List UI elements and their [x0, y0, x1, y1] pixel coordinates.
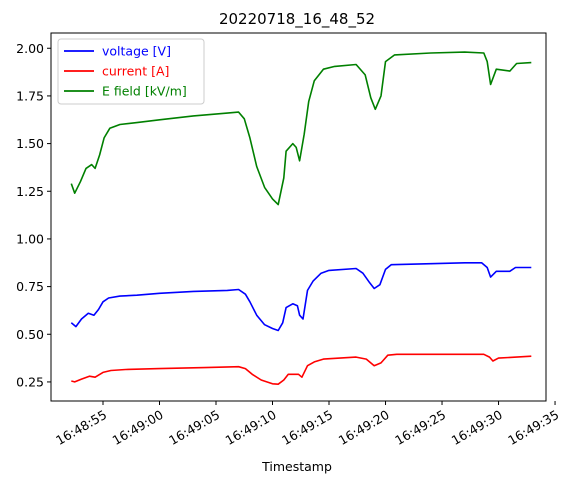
series-line-1: [71, 353, 532, 385]
x-tick-label: 16:49:05: [166, 407, 222, 448]
y-tick-label: 2.00: [16, 41, 44, 56]
y-tick-label: 1.75: [16, 88, 44, 103]
plot-series: [70, 51, 532, 385]
plot-frame: [50, 32, 547, 402]
legend-box: [57, 38, 205, 105]
axes-frame: [50, 32, 547, 402]
series-line-2: [70, 51, 532, 206]
x-tick-label: 16:49:35: [505, 407, 561, 448]
x-axis-label: Timestamp: [261, 459, 332, 474]
y-tick-label: 1.50: [16, 136, 44, 151]
x-axis: 16:48:55 16:49:00 16:49:05 16:49:10 16:49:15…: [53, 401, 561, 448]
y-tick-label: 0.25: [16, 374, 44, 389]
y-axis: 0.25 0.50 0.75 1.00 1.25 1.50 1.75 2.00: [16, 41, 51, 389]
chart-title: 20220718_16_48_52: [219, 10, 375, 29]
y-tick-label: 0.50: [16, 327, 44, 342]
y-tick-label: 0.75: [16, 279, 44, 294]
x-tick-label: 16:49:15: [279, 407, 335, 448]
x-tick-label: 16:49:25: [392, 407, 448, 448]
x-tick-label: 16:49:00: [110, 407, 166, 448]
legend-label: voltage [V]: [102, 44, 171, 59]
legend-label: E field [kV/m]: [102, 84, 187, 99]
y-tick-label: 1.25: [16, 184, 44, 199]
legend: voltage [V] current [A] E field [kV/m]: [57, 38, 205, 105]
y-tick-label: 1.00: [16, 231, 44, 246]
series-line-0: [70, 262, 532, 332]
legend-label: current [A]: [102, 64, 169, 79]
x-tick-label: 16:48:55: [53, 407, 109, 448]
x-tick-label: 16:49:20: [336, 407, 392, 448]
x-tick-label: 16:49:10: [223, 407, 279, 448]
x-tick-label: 16:49:30: [449, 407, 505, 448]
